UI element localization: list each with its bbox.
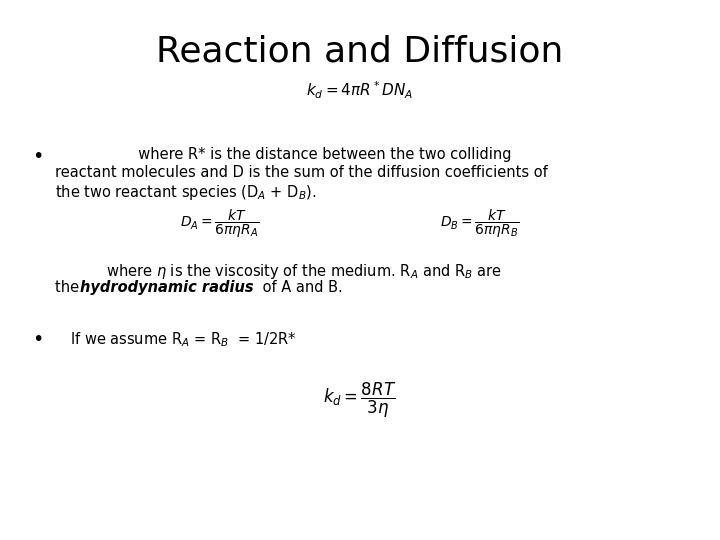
Text: the two reactant species (D$_A$ + D$_B$).: the two reactant species (D$_A$ + D$_B$)…	[55, 183, 316, 202]
Text: •: •	[32, 147, 44, 166]
Text: of A and B.: of A and B.	[258, 280, 343, 295]
Text: Reaction and Diffusion: Reaction and Diffusion	[156, 35, 564, 69]
Text: where $\eta$ is the viscosity of the medium. R$_A$ and R$_B$ are: where $\eta$ is the viscosity of the med…	[55, 262, 502, 281]
Text: reactant molecules and D is the sum of the diffusion coefficients of: reactant molecules and D is the sum of t…	[55, 165, 548, 180]
Text: $k_d = 4\pi R^* D N_A$: $k_d = 4\pi R^* D N_A$	[307, 79, 413, 100]
Text: $D_B = \dfrac{kT}{6\pi\eta R_B}$: $D_B = \dfrac{kT}{6\pi\eta R_B}$	[440, 208, 520, 240]
Text: hydrodynamic radius: hydrodynamic radius	[80, 280, 253, 295]
Text: the: the	[55, 280, 84, 295]
Text: $k_d = \dfrac{8RT}{3\eta}$: $k_d = \dfrac{8RT}{3\eta}$	[323, 380, 397, 420]
Text: If we assume R$_A$ = R$_B$  = 1/2R*: If we assume R$_A$ = R$_B$ = 1/2R*	[70, 330, 297, 349]
Text: $D_A = \dfrac{kT}{6\pi\eta R_A}$: $D_A = \dfrac{kT}{6\pi\eta R_A}$	[180, 208, 260, 240]
Text: •: •	[32, 330, 44, 349]
Text: where R* is the distance between the two colliding: where R* is the distance between the two…	[55, 147, 511, 162]
